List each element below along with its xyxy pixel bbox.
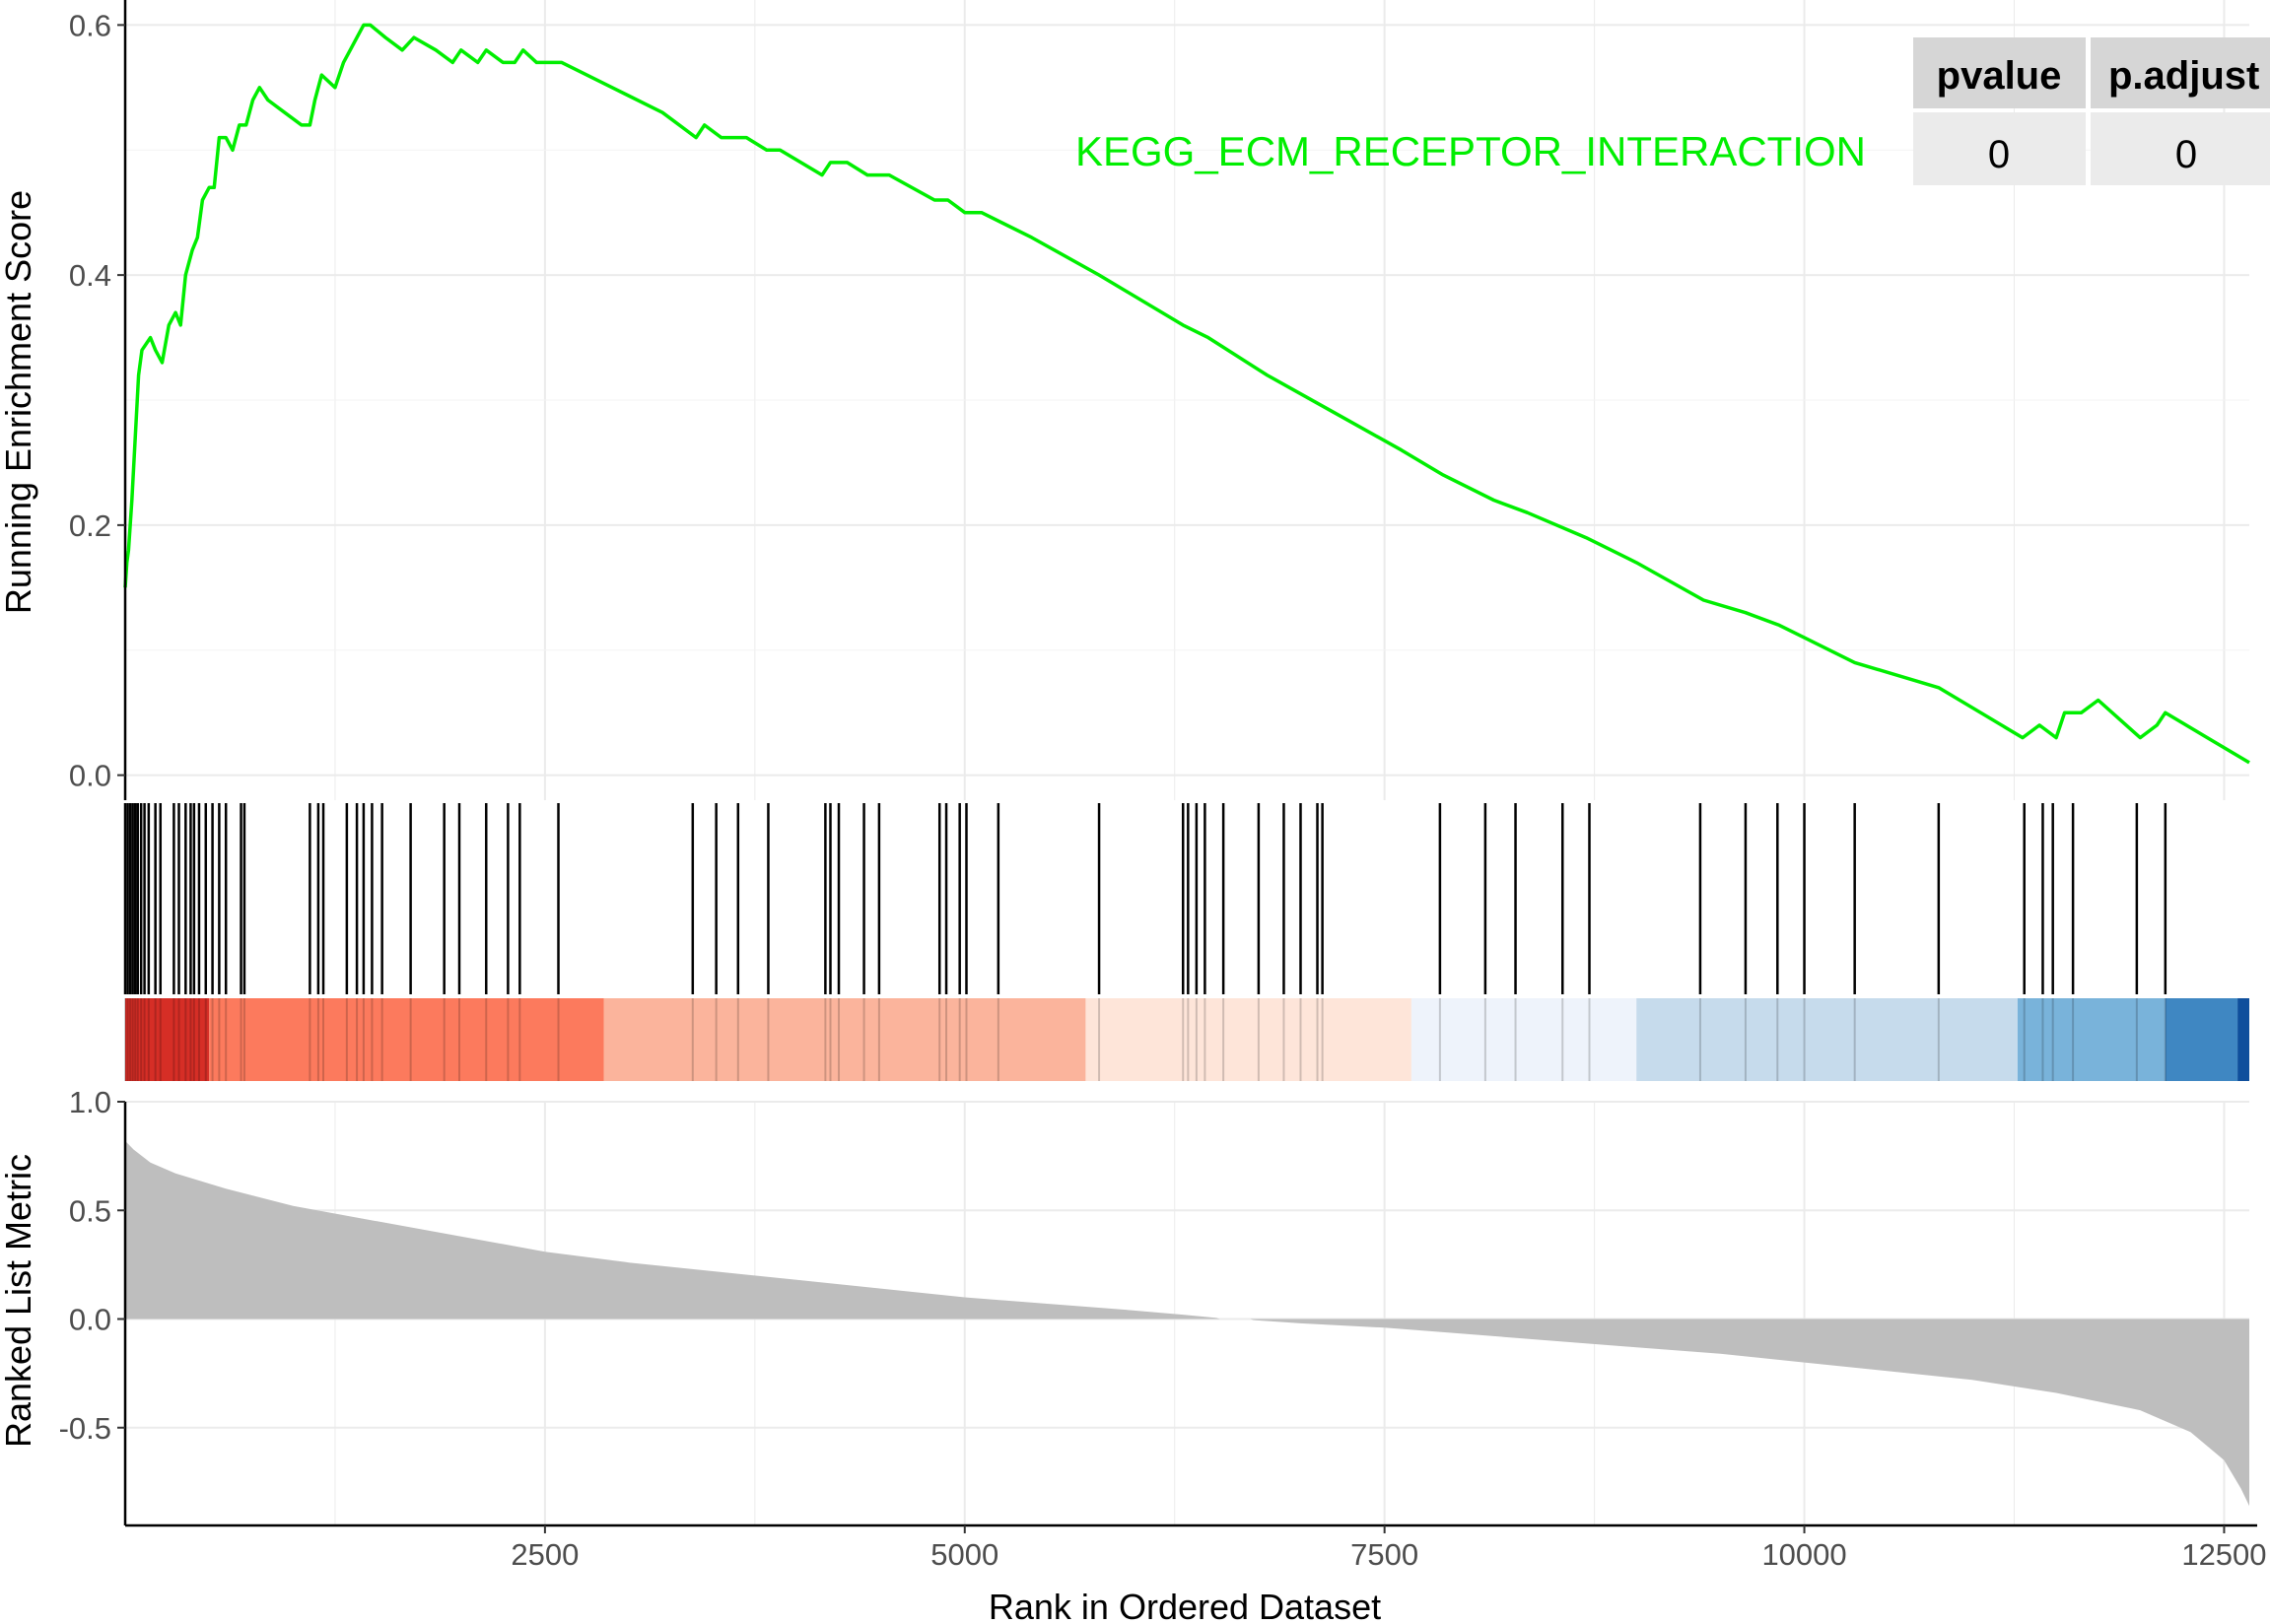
x-tick-label: 2500 bbox=[511, 1537, 579, 1572]
enrichment-score-panel bbox=[123, 23, 2250, 765]
rank-color-band bbox=[2017, 998, 2166, 1081]
axes-layer: 0.0 0.2 0.4 0.6 1.0 0.5 0.0 -0.5 2500 5000 7500 100… bbox=[59, 0, 2267, 1572]
table-header-padjust: p.adjust bbox=[2108, 54, 2259, 98]
metric-y-tick-label: 0.5 bbox=[69, 1193, 111, 1228]
rank-color-band bbox=[1085, 998, 1411, 1081]
x-axis-title: Rank in Ordered Dataset bbox=[989, 1587, 1381, 1624]
metric-y-axis-title: Ranked List Metric bbox=[0, 1154, 38, 1448]
stats-table: pvalue p.adjust 0 0 bbox=[1913, 37, 2270, 185]
es-y-axis-title: Running Enrichment Score bbox=[0, 190, 38, 614]
table-value-cell-pvalue bbox=[1913, 112, 2086, 185]
es-y-tick-label: 0.4 bbox=[69, 258, 111, 293]
rank-color-band bbox=[1410, 998, 1637, 1081]
metric-y-tick-label: 1.0 bbox=[69, 1085, 111, 1119]
x-tick-label: 7500 bbox=[1350, 1537, 1418, 1572]
table-header-cell-padjust bbox=[2091, 37, 2270, 108]
es-y-tick-label: 0.2 bbox=[69, 508, 111, 543]
es-y-tick-label: 0.6 bbox=[69, 8, 111, 42]
table-header-pvalue: pvalue bbox=[1937, 54, 2062, 98]
gene-set-label: KEGG_ECM_RECEPTOR_INTERACTION bbox=[1075, 128, 1866, 174]
rank-color-band bbox=[125, 998, 210, 1081]
x-tick-label: 10000 bbox=[1761, 1537, 1846, 1572]
rank-color-band bbox=[2165, 998, 2238, 1081]
x-tick-label: 5000 bbox=[930, 1537, 998, 1572]
table-header-cell-pvalue bbox=[1913, 37, 2086, 108]
metric-y-tick-label: 0.0 bbox=[69, 1303, 111, 1337]
rank-color-band bbox=[2237, 998, 2249, 1081]
table-value-padjust: 0 bbox=[2175, 133, 2197, 176]
ranked-metric-panel bbox=[125, 1140, 2249, 1507]
x-tick-label: 12500 bbox=[2181, 1537, 2266, 1572]
es-line bbox=[123, 23, 2250, 765]
rank-color-band bbox=[1636, 998, 2018, 1081]
table-value-cell-padjust bbox=[2091, 112, 2270, 185]
ranked-metric-area bbox=[125, 1140, 2249, 1507]
metric-y-tick-label: -0.5 bbox=[59, 1411, 111, 1446]
rank-color-band bbox=[603, 998, 1086, 1081]
rank-color-band bbox=[209, 998, 604, 1081]
table-value-pvalue: 0 bbox=[1988, 133, 2010, 176]
gene-hit-panel bbox=[123, 803, 2249, 1081]
grid-layer bbox=[125, 0, 2249, 1525]
es-y-tick-label: 0.0 bbox=[69, 759, 111, 793]
